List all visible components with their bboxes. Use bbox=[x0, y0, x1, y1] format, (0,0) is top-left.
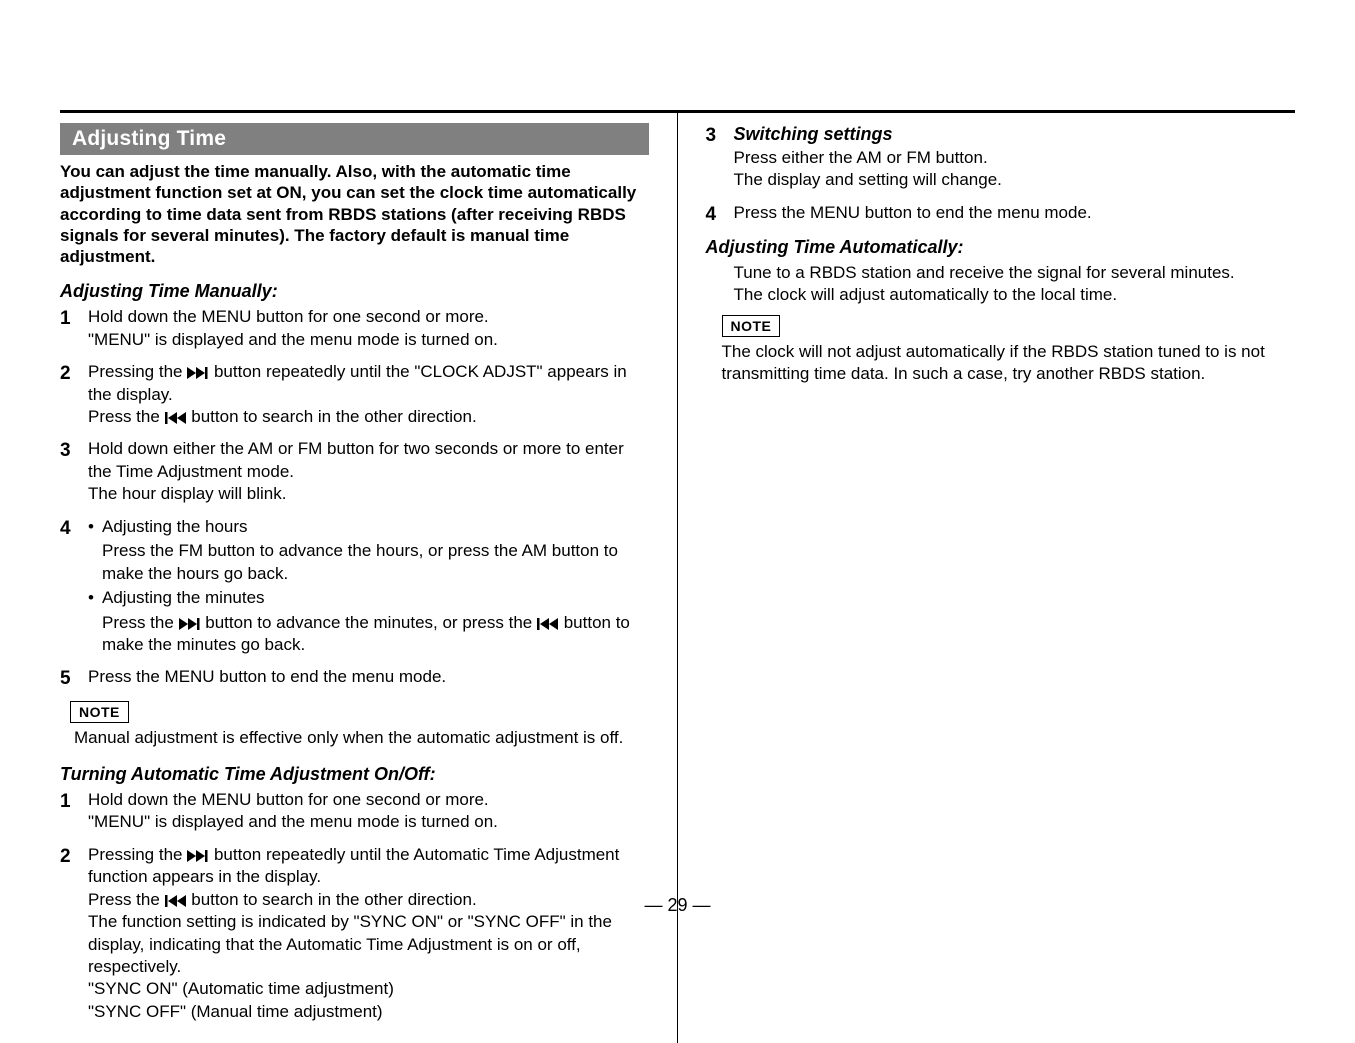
prev-track-icon bbox=[537, 618, 559, 630]
step-text: "MENU" is displayed and the menu mode is… bbox=[88, 329, 649, 351]
step-number: 5 bbox=[60, 666, 88, 691]
auto-toggle-heading: Turning Automatic Time Adjustment On/Off… bbox=[60, 764, 649, 785]
step-number: 4 bbox=[60, 516, 88, 541]
step-text: "MENU" is displayed and the menu mode is… bbox=[88, 811, 649, 833]
step-number: 1 bbox=[60, 306, 88, 331]
intro-paragraph: You can adjust the time manually. Also, … bbox=[60, 161, 649, 267]
step-text: Press the MENU button to end the menu mo… bbox=[734, 202, 1296, 224]
note-block: NOTE The clock will not adjust automatic… bbox=[722, 315, 1296, 386]
page-frame: Adjusting Time You can adjust the time m… bbox=[60, 110, 1295, 924]
right-step-4: 4 Press the MENU button to end the menu … bbox=[706, 202, 1296, 227]
step-text: The display and setting will change. bbox=[734, 169, 1296, 191]
manual-heading: Adjusting Time Manually: bbox=[60, 281, 649, 302]
next-track-icon bbox=[187, 850, 209, 862]
step-number: 2 bbox=[60, 361, 88, 386]
auto-toggle-step-2: 2 Pressing the button repeatedly until t… bbox=[60, 844, 649, 1024]
step-number: 1 bbox=[60, 789, 88, 814]
note-block: NOTE Manual adjustment is effective only… bbox=[70, 701, 649, 749]
bullet-body: Press the button to advance the minutes,… bbox=[88, 612, 649, 657]
page-number: — 29 — bbox=[60, 895, 1295, 916]
step-number: 3 bbox=[706, 123, 734, 148]
manual-step-5: 5 Press the MENU button to end the menu … bbox=[60, 666, 649, 691]
note-text: The clock will not adjust automatically … bbox=[722, 341, 1296, 386]
step-text: "SYNC ON" (Automatic time adjustment) bbox=[88, 978, 649, 1000]
step-text: "SYNC OFF" (Manual time adjustment) bbox=[88, 1001, 649, 1023]
step-text: The hour display will blink. bbox=[88, 483, 649, 505]
next-track-icon bbox=[187, 367, 209, 379]
step-text: Press either the AM or FM button. bbox=[734, 147, 1296, 169]
step-text: Press the button to search in the other … bbox=[88, 406, 649, 428]
manual-step-2: 2 Pressing the button repeatedly until t… bbox=[60, 361, 649, 428]
switching-settings-heading: Switching settings bbox=[734, 123, 1296, 147]
section-title-bar: Adjusting Time bbox=[60, 123, 649, 155]
bullet-label: Adjusting the minutes bbox=[102, 587, 649, 609]
auto-body-text: Tune to a RBDS station and receive the s… bbox=[734, 262, 1296, 284]
next-track-icon bbox=[179, 618, 201, 630]
bullet-icon: • bbox=[88, 587, 102, 609]
manual-step-4: 4 • Adjusting the hours Press the FM but… bbox=[60, 516, 649, 657]
note-label: NOTE bbox=[722, 315, 781, 337]
step-text: Hold down the MENU button for one second… bbox=[88, 789, 649, 811]
manual-step-3: 3 Hold down either the AM or FM button f… bbox=[60, 438, 649, 505]
step-text: Press the MENU button to end the menu mo… bbox=[88, 666, 649, 688]
auto-toggle-step-1: 1 Hold down the MENU button for one seco… bbox=[60, 789, 649, 834]
bullet-icon: • bbox=[88, 516, 102, 538]
right-step-3: 3 Switching settings Press either the AM… bbox=[706, 123, 1296, 192]
note-label: NOTE bbox=[70, 701, 129, 723]
step-number: 3 bbox=[60, 438, 88, 463]
note-text: Manual adjustment is effective only when… bbox=[70, 727, 649, 749]
auto-body-text: The clock will adjust automatically to t… bbox=[734, 284, 1296, 306]
step-number: 2 bbox=[60, 844, 88, 869]
step-text: Hold down the MENU button for one second… bbox=[88, 306, 649, 328]
auto-heading: Adjusting Time Automatically: bbox=[706, 237, 1296, 258]
step-number: 4 bbox=[706, 202, 734, 227]
step-text: Hold down either the AM or FM button for… bbox=[88, 438, 649, 483]
bullet-label: Adjusting the hours bbox=[102, 516, 649, 538]
step-text: The function setting is indicated by "SY… bbox=[88, 911, 649, 978]
bullet-body: Press the FM button to advance the hours… bbox=[88, 540, 649, 585]
step-text: Pressing the button repeatedly until the… bbox=[88, 844, 649, 889]
prev-track-icon bbox=[165, 412, 187, 424]
step-text: Pressing the button repeatedly until the… bbox=[88, 361, 649, 406]
manual-step-1: 1 Hold down the MENU button for one seco… bbox=[60, 306, 649, 351]
